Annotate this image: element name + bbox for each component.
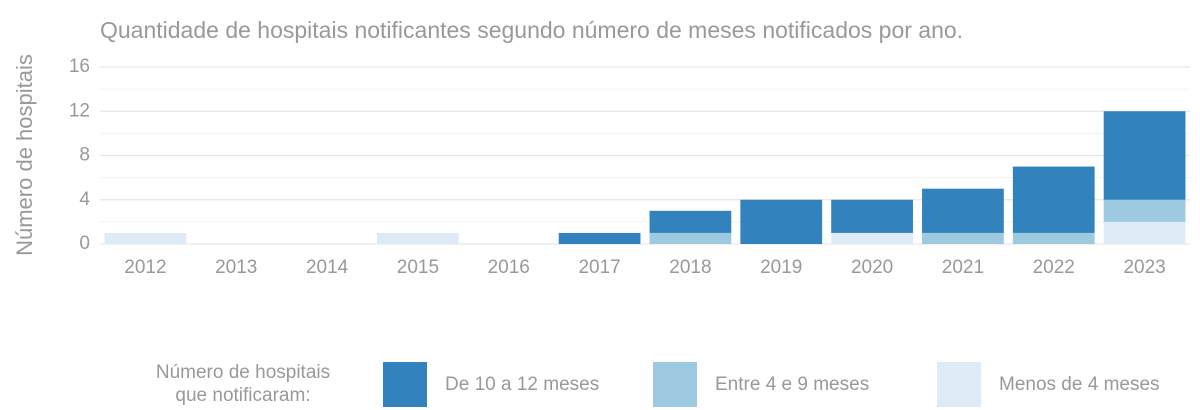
- x-tick-label: 2017: [578, 257, 620, 278]
- bar-segment: [740, 199, 823, 244]
- bar-segment: [1012, 166, 1095, 233]
- legend-swatch: [383, 362, 427, 407]
- bar-segment: [922, 188, 1004, 233]
- legend-label: De 10 a 12 meses: [445, 374, 599, 395]
- x-tick-label: 2023: [1123, 257, 1165, 278]
- bar-segment: [377, 232, 459, 244]
- legend-title: Número de hospitais: [156, 362, 330, 383]
- x-tick-label: 2018: [669, 257, 711, 278]
- x-tick-label: 2012: [124, 257, 166, 278]
- y-tick-label: 8: [79, 145, 90, 166]
- y-tick-label: 4: [79, 189, 90, 210]
- y-tick-label: 16: [69, 56, 90, 77]
- bar-segment: [104, 232, 187, 244]
- bar-segment: [649, 232, 732, 244]
- x-tick-label: 2022: [1033, 257, 1075, 278]
- bar-segment: [1103, 221, 1186, 244]
- bar-segment: [558, 232, 641, 244]
- x-tick-label: 2021: [942, 257, 984, 278]
- bar-segment: [1103, 111, 1186, 200]
- chart-title: Quantidade de hospitais notificantes seg…: [100, 17, 963, 43]
- bar-segment: [1103, 199, 1186, 222]
- legend-title: que notificaram:: [175, 385, 310, 406]
- legend-swatch: [937, 362, 981, 407]
- y-tick-label: 12: [69, 100, 90, 121]
- legend-label: Entre 4 e 9 meses: [715, 374, 869, 395]
- bar-segment: [831, 199, 913, 233]
- y-axis-label: Número de hospitais: [12, 54, 37, 256]
- legend-swatch: [653, 362, 697, 407]
- x-tick-label: 2020: [851, 257, 893, 278]
- y-tick-label: 0: [79, 233, 90, 254]
- x-tick-label: 2016: [488, 257, 530, 278]
- legend-label: Menos de 4 meses: [999, 374, 1160, 395]
- bar-segment: [831, 232, 913, 244]
- x-tick-label: 2013: [215, 257, 257, 278]
- x-tick-label: 2014: [306, 257, 349, 278]
- x-tick-label: 2019: [760, 257, 802, 278]
- bar-segment: [649, 210, 732, 233]
- x-tick-label: 2015: [397, 257, 439, 278]
- bar-segment: [1012, 232, 1095, 244]
- bar-segment: [922, 232, 1004, 244]
